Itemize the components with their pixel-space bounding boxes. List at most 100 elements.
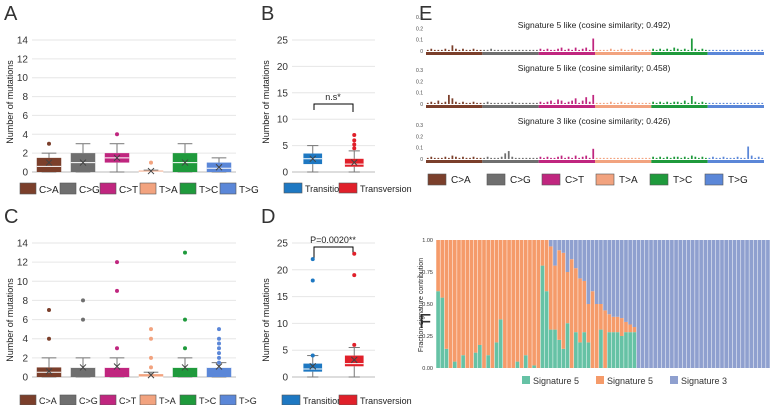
panel-e-ytick-label: 0.2 <box>416 79 423 85</box>
outlier-point <box>115 288 119 293</box>
panel-e-bar <box>599 49 602 51</box>
panel-e-bar <box>448 94 450 104</box>
panel-b-legend-label: Transition <box>305 184 344 194</box>
panel-e-bar <box>518 49 521 51</box>
panel-e-bar <box>578 102 581 104</box>
panel-e-bar <box>697 49 700 51</box>
panel-f-legend-label: Signature 5 <box>607 376 653 386</box>
panel-e-bar <box>511 49 514 51</box>
panel-f-bar-signature3 <box>749 240 754 368</box>
panel-f-bar-signature3 <box>766 240 770 368</box>
panel-e-bar <box>652 101 654 104</box>
panel-f-bar-signature3 <box>732 240 737 368</box>
box-mean-marker <box>309 155 317 163</box>
panel-f-bar-signature3 <box>632 240 637 328</box>
panel-f-bar-signature3 <box>757 240 762 368</box>
panel-e-legend-label: T>C <box>673 175 692 186</box>
panel-e-category-strip <box>651 52 708 55</box>
panel-b-box-transversion <box>344 133 364 173</box>
panel-c-boxes <box>36 250 232 379</box>
panel-e-bar <box>560 47 563 51</box>
panel-e-bar <box>448 157 450 159</box>
outlier-point <box>217 336 221 341</box>
panel-f-bar-signature5b <box>561 252 566 349</box>
panel-f-bar-signature5a <box>557 339 561 368</box>
panel-f-bar-signature5b <box>599 304 603 330</box>
panel-f-bar-signature5b <box>544 240 549 292</box>
panel-e-bar <box>581 48 584 51</box>
panel-e-bar <box>694 48 697 51</box>
panel-a-ytick-label: 6 <box>22 111 28 122</box>
outlier-point <box>217 355 221 360</box>
panel-e-subplot-2: Signature 5 like (cosine similarity; 0.4… <box>518 63 671 73</box>
panel-e-bar <box>595 49 598 51</box>
panel-f-bar-signature5a <box>548 329 553 368</box>
panel-d-ytick-label: 15 <box>277 292 289 303</box>
panel-e-bar <box>687 157 690 159</box>
panel-f-bar-signature3 <box>590 240 595 292</box>
panel-f-bar-signature5b <box>628 324 632 333</box>
panel-e-bar <box>458 157 461 159</box>
panel-f: Fraction signature contribution 0.00 0.25… <box>418 238 770 386</box>
panel-e-category-strip <box>426 105 483 108</box>
panel-e-bar <box>740 102 742 104</box>
panel-e-bar <box>733 102 735 104</box>
panel-c-ytick-label: 2 <box>22 353 28 364</box>
panel-e-bar <box>729 157 732 159</box>
panel-c-legend-swatch <box>219 394 237 405</box>
outlier-point <box>183 317 187 322</box>
panel-b-bracket: n.s* <box>313 92 354 112</box>
panel-a-ytick-label: 4 <box>22 130 28 141</box>
panel-b-bracket-label: n.s* <box>325 92 341 102</box>
panel-e-bar <box>472 156 475 159</box>
panel-e-bar <box>426 49 429 51</box>
panel-f-bar-signature5b <box>457 240 461 368</box>
panel-e-bar <box>613 157 616 159</box>
outlier-point <box>352 142 357 147</box>
panel-f-bar-signature3 <box>715 240 720 368</box>
panel-a-legend: C>A C>G C>T T>A T>C T>G <box>19 182 259 196</box>
panel-e-bar <box>606 102 609 104</box>
panel-e-bar <box>574 155 577 159</box>
panel-f-bar-signature3 <box>678 240 683 368</box>
panel-f-bar-signature3 <box>670 240 674 368</box>
panel-f-bar-signature5b <box>590 291 595 368</box>
panel-e-bar <box>518 157 521 159</box>
panel-f-ytick-label: 0.00 <box>422 366 433 372</box>
box-iqr <box>36 157 62 172</box>
panel-f-bar-signature3 <box>557 240 561 251</box>
panel-f-bar-signature3 <box>745 240 749 368</box>
panel-e-bar <box>521 157 524 159</box>
panel-f-bar-signature3 <box>645 240 649 368</box>
panel-e-bar <box>532 102 535 104</box>
panel-e-subplot-1: Signature 5 like (cosine similarity; 0.4… <box>518 20 671 30</box>
panel-f-bar-signature5b <box>444 240 449 349</box>
panel-d-box-transition <box>303 257 323 378</box>
panel-f-bar-signature5b <box>557 250 561 340</box>
panel-e-bar <box>564 157 566 159</box>
panel-e-bar <box>433 49 436 51</box>
panel-e-ytick-label: 0.2 <box>416 134 423 140</box>
panel-b-ytick-label: 10 <box>277 115 289 126</box>
panel-e-bar <box>430 156 433 159</box>
panel-e-bar <box>543 49 545 51</box>
panel-f-bar-signature5a <box>599 329 603 368</box>
panel-e-bar <box>666 48 669 51</box>
panel-e-bar <box>472 101 475 104</box>
panel-e-ytick-label: 0 <box>420 102 423 108</box>
panel-e-bar <box>514 49 517 51</box>
panel-e-bar <box>726 157 728 159</box>
panel-e-legend-label: T>G <box>728 175 748 186</box>
panel-e-bar <box>550 49 552 51</box>
panel-e-bar <box>536 102 538 104</box>
panel-e-bar <box>483 102 485 104</box>
panel-e-bar <box>754 102 757 104</box>
panel-e-bar <box>638 157 640 159</box>
panel-b-legend: Transition Transversion <box>283 182 412 194</box>
panel-f-bar-signature3 <box>574 240 578 269</box>
panel-c-box-cg <box>70 298 96 378</box>
panel-f-bar-signature5a <box>461 355 465 368</box>
panel-e-bar <box>440 102 443 104</box>
panel-e-bar <box>676 101 679 104</box>
